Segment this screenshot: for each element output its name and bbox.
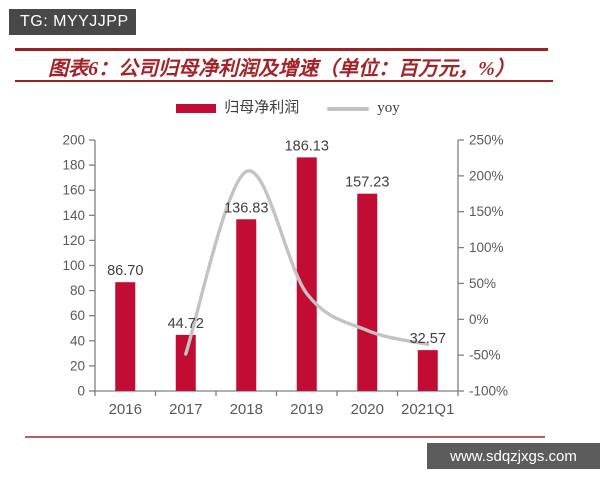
bar-label-2019: 186.13 [285,138,329,154]
title-rule-top [15,48,548,51]
line-swatch-icon [327,106,370,111]
left-tick-label: 60 [70,308,85,323]
bar-value-labels: 86.70 44.72 136.83 186.13 157.23 32.57 [107,138,446,347]
watermark: www.sdqzjxgs.com [427,443,600,469]
right-tick-label: 150% [469,204,504,219]
right-tick-label: 100% [469,240,504,255]
left-tick-label: 140 [62,208,85,223]
bar-series [115,157,438,391]
bar-2021Q1 [417,350,438,391]
title-rule-bottom [15,80,553,82]
left-tick-label: 80 [70,283,85,298]
right-tick-label: -100% [469,384,508,399]
legend-label-net-profit: 归母净利润 [224,100,300,116]
legend-label-yoy: yoy [377,100,400,116]
left-tick-label: 40 [70,333,85,348]
left-tick-label: 180 [62,158,85,173]
legend-item-net-profit: 归母净利润 [176,101,299,116]
right-tick-label: 0% [469,312,489,327]
bar-label-2018: 136.83 [224,200,268,216]
left-tick-label: 100 [62,258,85,273]
telegram-badge: TG: MYYJJPP [9,9,136,35]
bar-2016 [115,282,136,391]
right-tick-label: -50% [469,348,501,363]
bar-2020 [357,193,378,391]
left-tick-label: 200 [62,133,85,148]
figure-bottom-rule [25,436,545,438]
bar-2019 [296,157,317,391]
left-tick-label: 160 [62,183,85,198]
bar-label-2017: 44.72 [168,316,204,332]
left-tick-label: 20 [70,358,85,373]
category-label-2017: 2017 [169,401,202,418]
bar-label-2016: 86.70 [107,263,143,279]
right-tick-label: 50% [469,276,496,291]
bar-label-2020: 157.23 [345,175,389,191]
bar-2018 [236,219,257,391]
chart-legend: 归母净利润 yoy [0,101,588,116]
bar-2017 [175,334,196,391]
axes: 0 20 40 60 80 100 120 140 160 180 200 -100% -50% 0% 50… [62,133,508,419]
bar-swatch-icon [176,104,217,113]
figure-title: 图表6：公司归母净利润及增速（单位：百万元，%） [48,58,515,80]
right-tick-label: 250% [469,133,504,148]
yoy-line [184,169,430,356]
legend-item-yoy: yoy [327,101,400,116]
bar-label-2021Q1: 32.57 [410,331,446,347]
category-label-2019: 2019 [290,401,323,418]
left-tick-label: 120 [62,233,85,248]
right-tick-label: 200% [469,168,504,183]
category-label-2016: 2016 [109,401,142,418]
category-label-2018: 2018 [230,401,263,418]
category-label-2021Q1: 2021Q1 [401,401,454,418]
left-tick-label: 0 [77,384,85,399]
category-label-2020: 2020 [351,401,384,418]
